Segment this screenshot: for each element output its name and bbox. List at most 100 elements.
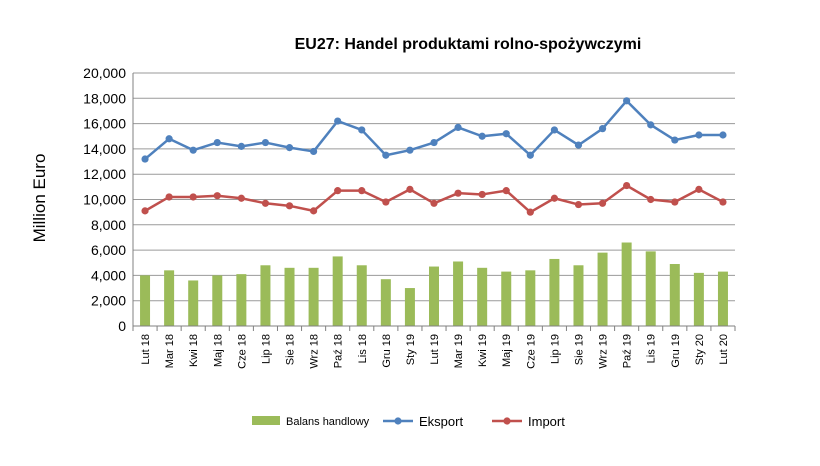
data-point <box>334 187 342 195</box>
bar <box>717 271 728 326</box>
x-tick-label: Lip 18 <box>260 334 272 364</box>
x-tick-label: Paź 19 <box>622 334 634 368</box>
legend: Balans handlowy Eksport Import <box>252 414 565 429</box>
data-point <box>598 125 607 133</box>
bar <box>404 288 415 326</box>
bar <box>429 266 439 326</box>
legend-label: Eksport <box>419 414 463 429</box>
legend-swatch-bar <box>252 416 280 425</box>
data-point <box>213 192 221 200</box>
data-point <box>526 151 534 159</box>
y-tick-label: 6,000 <box>91 242 126 258</box>
data-point <box>574 141 583 149</box>
data-point <box>382 151 390 159</box>
y-tick-label: 18,000 <box>83 90 126 106</box>
data-point <box>237 194 245 202</box>
data-point <box>165 135 173 143</box>
data-point <box>550 194 559 202</box>
data-point <box>141 155 149 163</box>
data-point <box>358 126 366 134</box>
data-point <box>406 146 414 154</box>
bar <box>621 242 632 326</box>
bar <box>308 267 319 326</box>
data-point <box>478 190 486 199</box>
bar <box>260 265 271 326</box>
bar <box>236 274 247 326</box>
y-tick-label: 4,000 <box>91 267 126 283</box>
x-tick-label: Kwi 18 <box>188 334 200 367</box>
series-line <box>144 184 724 214</box>
bar <box>356 265 367 326</box>
data-point <box>478 132 486 140</box>
bar <box>501 271 512 326</box>
bar <box>645 251 656 326</box>
data-point <box>719 198 727 206</box>
data-point <box>406 185 414 193</box>
line-series <box>141 97 727 216</box>
data-point <box>671 136 679 144</box>
x-tick-label: Kwi 19 <box>477 334 489 367</box>
x-tick-label: Maj 19 <box>501 334 513 367</box>
x-tick-label: Wrz 19 <box>598 334 610 369</box>
y-tick-label: 14,000 <box>83 141 126 157</box>
y-tick-label: 2,000 <box>91 293 126 309</box>
series-line <box>144 99 723 160</box>
x-tick-label: Cze 19 <box>525 334 537 369</box>
legend-label: Import <box>528 414 565 429</box>
bar <box>669 264 680 326</box>
data-point <box>574 200 583 209</box>
x-tick-label: Lut 20 <box>718 334 730 365</box>
data-point <box>623 97 631 105</box>
x-tick-label: Lut 19 <box>429 334 441 365</box>
bar <box>380 279 391 326</box>
x-tick-label: Sie 19 <box>573 334 585 365</box>
x-tick-label: Gru 18 <box>381 334 393 368</box>
data-point <box>695 185 703 193</box>
data-point <box>261 138 270 147</box>
bar <box>597 252 608 326</box>
data-point <box>526 208 534 216</box>
x-tick-label: Lut 18 <box>140 334 152 365</box>
bar <box>332 256 343 326</box>
data-point <box>502 187 510 195</box>
data-point <box>261 199 270 207</box>
y-tick-label: 10,000 <box>83 192 126 208</box>
x-tick-label: Mar 18 <box>164 334 176 368</box>
gridlines <box>133 72 735 302</box>
bar-series <box>140 242 728 326</box>
y-tick-label: 12,000 <box>83 166 126 182</box>
data-point <box>671 198 679 206</box>
data-point <box>430 199 438 207</box>
data-point <box>598 199 607 207</box>
data-point <box>647 121 655 129</box>
data-point <box>623 181 631 190</box>
data-point <box>165 193 173 201</box>
bar <box>284 267 295 326</box>
x-tick-label: Lip 19 <box>549 334 561 364</box>
data-point <box>382 198 390 206</box>
data-point <box>719 131 727 139</box>
x-tick-label: Maj 18 <box>212 334 224 367</box>
data-point <box>454 123 462 131</box>
x-tick-label: Wrz 18 <box>309 334 321 369</box>
bar <box>188 280 199 326</box>
bar <box>693 272 704 326</box>
bar <box>453 261 464 326</box>
y-tick-label: 8,000 <box>91 217 126 233</box>
data-point <box>141 207 149 215</box>
data-point <box>358 187 366 195</box>
data-point <box>334 117 342 125</box>
bar <box>573 265 584 326</box>
x-tick-label: Mar 19 <box>453 334 465 368</box>
data-point <box>310 147 318 156</box>
legend-label: Balans handlowy <box>286 416 370 428</box>
axes: 0 2,000 4,000 6,000 8,000 10,000 12,000 14,000 1… <box>83 65 736 369</box>
x-tick-label: Sty 20 <box>694 334 706 365</box>
data-point <box>647 195 655 204</box>
data-point <box>237 142 245 150</box>
bar <box>549 258 560 326</box>
bar <box>525 270 536 326</box>
data-point <box>430 138 438 147</box>
